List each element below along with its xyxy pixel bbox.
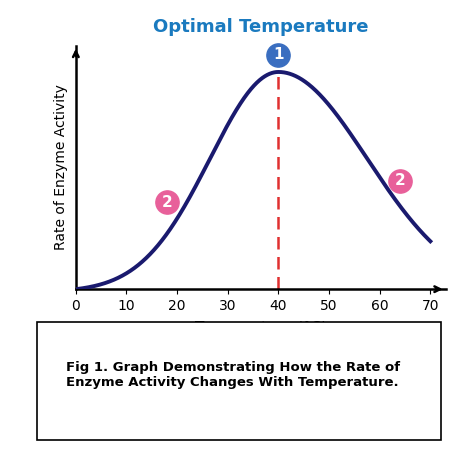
Y-axis label: Rate of Enzyme Activity: Rate of Enzyme Activity	[54, 84, 67, 251]
Point	[163, 199, 171, 206]
Point	[274, 51, 282, 58]
Text: 2: 2	[394, 173, 405, 188]
FancyBboxPatch shape	[37, 322, 441, 440]
X-axis label: Temperature (°C): Temperature (°C)	[194, 321, 327, 336]
Text: 1: 1	[273, 47, 283, 62]
Point	[396, 177, 404, 184]
Title: Optimal Temperature: Optimal Temperature	[153, 18, 368, 36]
Text: Fig 1. Graph Demonstrating How the Rate of
Enzyme Activity Changes With Temperat: Fig 1. Graph Demonstrating How the Rate …	[66, 360, 401, 389]
Text: 2: 2	[162, 195, 173, 210]
